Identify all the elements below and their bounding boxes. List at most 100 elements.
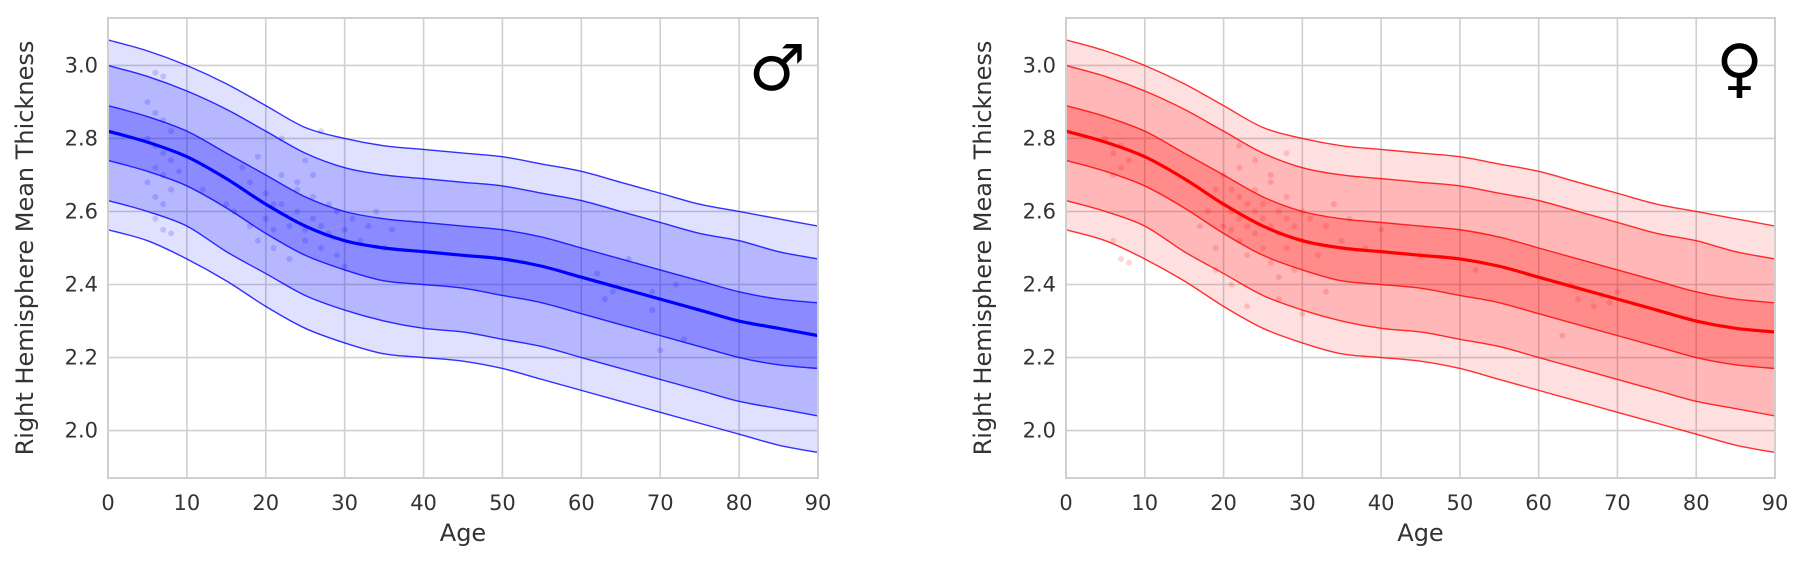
data-point [160, 201, 167, 208]
data-point [1212, 245, 1219, 251]
x-tick-label: 20 [252, 491, 279, 515]
data-point [341, 226, 348, 233]
data-point [1126, 259, 1133, 266]
data-point [294, 186, 301, 193]
data-point [152, 109, 159, 116]
y-tick-label: 3.0 [65, 53, 98, 77]
data-point [294, 179, 301, 186]
data-point [1614, 288, 1621, 295]
centile-line [108, 104, 818, 304]
data-point [1252, 230, 1259, 237]
data-point [254, 237, 261, 244]
x-tick-label: 90 [1762, 491, 1789, 515]
centile-line [108, 39, 818, 227]
data-point [1110, 150, 1117, 157]
data-point [270, 201, 277, 208]
data-point [1575, 296, 1582, 303]
data-point [1236, 142, 1243, 149]
data-point [1346, 215, 1353, 222]
x-tick-label: 30 [331, 491, 358, 515]
data-point [1252, 186, 1259, 193]
data-point [310, 171, 317, 178]
y-tick-label: 2.4 [65, 273, 98, 297]
data-point [1244, 201, 1251, 208]
centile-line [108, 199, 818, 417]
data-point [160, 73, 167, 80]
data-point [1259, 215, 1266, 222]
data-point [168, 128, 175, 135]
centile-line [108, 229, 818, 454]
data-point [1259, 245, 1266, 251]
data-point [223, 201, 230, 208]
data-point [602, 296, 608, 303]
x-axis-label: Age [440, 519, 486, 547]
data-point [302, 157, 309, 164]
centile-line [1066, 229, 1775, 454]
data-point [310, 193, 317, 200]
data-point [389, 226, 395, 233]
data-point [1315, 252, 1322, 259]
centile-line [1066, 159, 1775, 370]
data-point [278, 171, 285, 178]
y-axis-label: Right Hemisphere Mean Thickness [11, 41, 39, 456]
x-tick-label: 80 [1683, 491, 1710, 515]
data-point [168, 230, 175, 237]
y-tick-label: 2.8 [65, 126, 98, 150]
data-point [1322, 223, 1329, 230]
data-point [152, 193, 159, 200]
data-point [199, 186, 206, 193]
data-point [152, 69, 159, 76]
data-point [1275, 274, 1282, 281]
data-point [160, 150, 167, 157]
data-point [373, 208, 380, 215]
x-tick-label: 80 [726, 491, 753, 515]
data-point [649, 288, 656, 295]
data-point [649, 307, 656, 314]
x-tick-label: 60 [568, 491, 595, 515]
data-point [1259, 201, 1266, 208]
data-point [1330, 201, 1337, 208]
data-point [1204, 208, 1211, 215]
centile-line [1066, 64, 1775, 260]
male-symbol: ♂ [749, 32, 806, 106]
x-tick-label: 20 [1210, 491, 1237, 515]
x-tick-label: 90 [805, 491, 832, 515]
x-tick-label: 60 [1525, 491, 1552, 515]
centile-band [108, 65, 818, 416]
data-point [1110, 237, 1117, 244]
data-point [1338, 237, 1345, 244]
data-point [609, 288, 616, 295]
data-point [1283, 150, 1290, 157]
data-point [254, 153, 261, 160]
plot-content [1066, 39, 1775, 454]
data-point [1307, 215, 1314, 222]
data-point [1244, 303, 1251, 310]
data-point [1228, 186, 1235, 193]
data-point [341, 263, 348, 270]
data-point [270, 245, 277, 251]
data-point [1283, 193, 1290, 200]
y-axis-label: Right Hemisphere Mean Thickness [969, 41, 997, 456]
data-point [594, 270, 601, 277]
data-point [1267, 171, 1274, 178]
x-tick-label: 40 [1368, 491, 1395, 515]
x-tick-label: 10 [1131, 491, 1158, 515]
data-point [1559, 332, 1566, 339]
plot-frame [1065, 17, 1776, 479]
data-point [176, 168, 182, 175]
x-tick-label: 50 [489, 491, 516, 515]
data-point [168, 186, 175, 193]
data-point [357, 237, 364, 244]
y-tick-label: 2.6 [65, 199, 98, 223]
data-point [673, 281, 679, 288]
data-point [144, 98, 151, 105]
x-tick-label: 0 [1059, 491, 1072, 515]
median-line [108, 129, 818, 338]
data-point [152, 164, 159, 171]
centile-line [108, 159, 818, 370]
data-point [1212, 186, 1219, 193]
data-point [365, 223, 372, 230]
data-point [1236, 164, 1243, 171]
x-tick-label: 0 [101, 491, 114, 515]
